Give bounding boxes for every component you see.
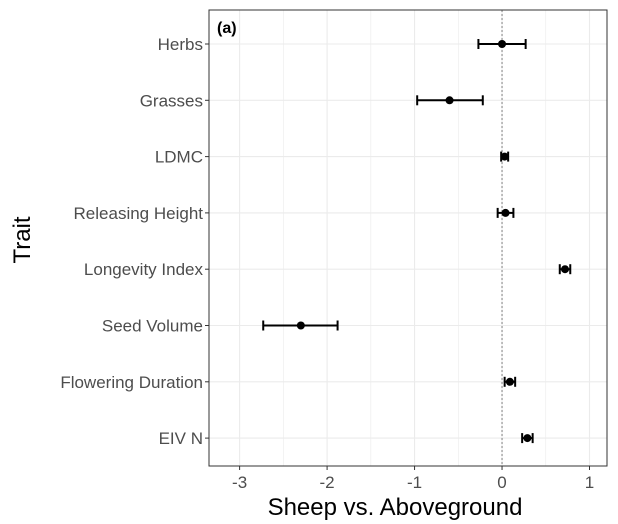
point-estimate <box>501 208 510 217</box>
trait-estimate <box>503 376 517 387</box>
point-estimate <box>498 40 507 48</box>
data-marks <box>262 39 572 444</box>
point-estimate <box>561 265 570 274</box>
trait-estimate <box>262 320 339 331</box>
y-tick-label: Grasses <box>140 91 203 110</box>
x-tick-label: -1 <box>407 473 422 492</box>
x-axis-title: Sheep vs. Aboveground <box>268 494 523 521</box>
point-estimate <box>445 96 454 105</box>
trait-estimate <box>416 95 484 106</box>
point-estimate <box>523 434 532 443</box>
y-tick-label: Herbs <box>158 35 203 54</box>
y-tick-label: Seed Volume <box>102 317 203 336</box>
y-tick-label: Longevity Index <box>84 260 204 279</box>
trait-estimate <box>477 39 527 49</box>
point-estimate <box>505 377 514 386</box>
x-tick-label: -3 <box>232 473 247 492</box>
x-tick-label: 0 <box>497 473 506 492</box>
x-tick-label: 1 <box>585 473 594 492</box>
trait-estimate <box>521 433 534 444</box>
trait-estimate <box>558 264 572 275</box>
y-tick-label: Releasing Height <box>74 204 204 223</box>
y-tick-label: LDMC <box>155 148 203 167</box>
x-tick-label: -2 <box>320 473 335 492</box>
panel-border <box>208 9 608 467</box>
x-tick-labels: -3 -2 -1 0 1 <box>232 466 594 492</box>
y-axis-title: Trait <box>9 216 36 263</box>
y-tick-label: EIV N <box>159 429 203 448</box>
point-estimate <box>500 152 509 161</box>
trait-estimate <box>496 207 515 218</box>
y-tick-label: Flowering Duration <box>60 373 203 392</box>
panel-label: (a) <box>217 20 237 37</box>
y-tick-labels: Herbs Grasses LDMC Releasing Height Longevit… <box>60 35 209 448</box>
trait-estimate <box>500 151 510 162</box>
point-estimate <box>296 321 305 330</box>
